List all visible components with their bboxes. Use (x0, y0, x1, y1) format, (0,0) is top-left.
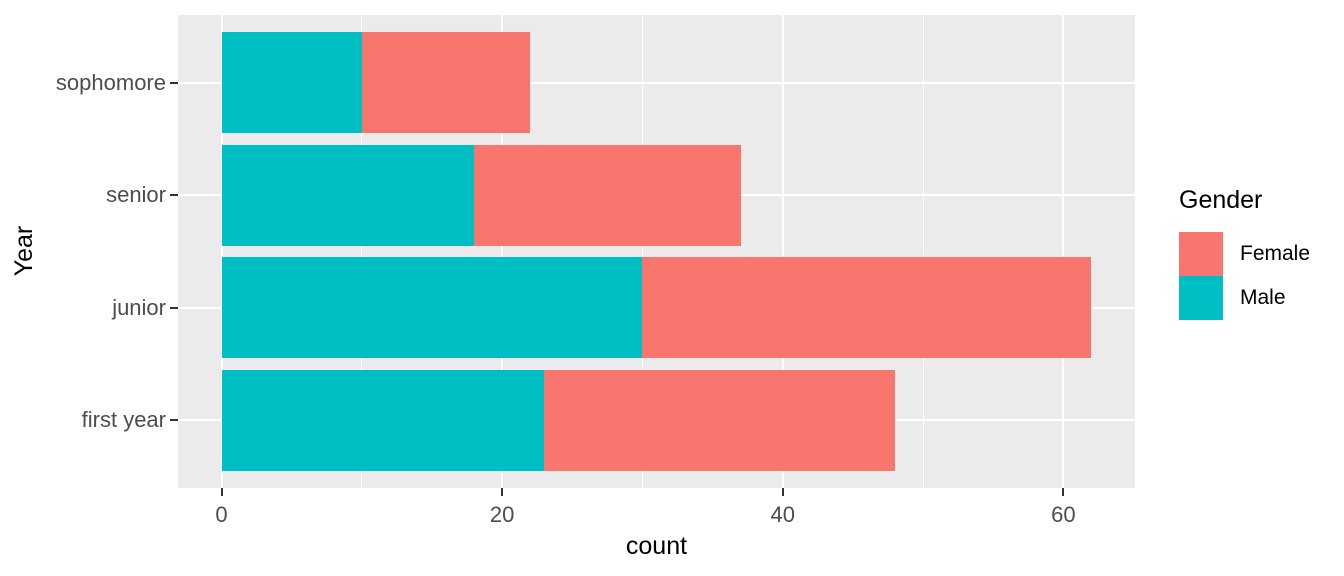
y-tick-mark (170, 306, 178, 309)
gridline-major-x (1062, 15, 1065, 488)
legend-title: Gender (1179, 186, 1263, 214)
y-tick-mark (170, 419, 178, 422)
gridline-major-x (501, 15, 504, 488)
x-axis-title: count (625, 532, 688, 560)
y-tick-mark (170, 194, 178, 197)
x-tick-mark (1062, 488, 1065, 496)
gridline-major-x (781, 15, 784, 488)
bar-segment-female-first-year (544, 369, 896, 472)
x-tick-mark (220, 488, 223, 496)
legend-entry-female: Female (1179, 232, 1344, 276)
y-tick-mark (170, 81, 178, 84)
legend-key-swatch (1179, 276, 1223, 320)
bar-segment-female-senior (474, 144, 741, 246)
x-tick-mark (781, 488, 784, 496)
plot-panel (178, 15, 1135, 488)
y-tick-label: junior (112, 294, 166, 320)
bar-segment-male-senior (221, 144, 475, 246)
gridline-major-y (178, 81, 1135, 84)
legend-entry-label: Male (1240, 286, 1286, 309)
gridline-major-x (220, 15, 223, 488)
legend: Gender Female Male (1179, 186, 1344, 320)
gridline-minor-x (641, 15, 643, 488)
x-tick-label: 20 (489, 502, 515, 527)
x-tick-label: 40 (770, 502, 796, 527)
bar-segment-female-sophomore (361, 31, 531, 134)
bar-segment-male-first-year (221, 369, 545, 472)
x-tick-mark (501, 488, 504, 496)
gridline-minor-x (361, 15, 363, 488)
y-tick-label: first year (81, 407, 166, 433)
legend-entry-label: Female (1240, 242, 1311, 265)
legend-entries: Female Male (1179, 232, 1344, 320)
y-axis-title-text: Year (10, 225, 38, 277)
x-tick-label: 60 (1051, 502, 1076, 527)
x-tick-label: 0 (215, 502, 228, 527)
bar-segment-female-junior (642, 257, 1092, 359)
gridline-minor-x (922, 15, 924, 488)
legend-entry-male: Male (1179, 276, 1344, 320)
bar-segment-male-junior (221, 257, 643, 359)
bar-segment-male-sophomore (221, 31, 362, 134)
y-tick-label: senior (106, 182, 166, 208)
legend-key-swatch (1179, 232, 1223, 276)
y-tick-label: sophomore (55, 69, 166, 95)
